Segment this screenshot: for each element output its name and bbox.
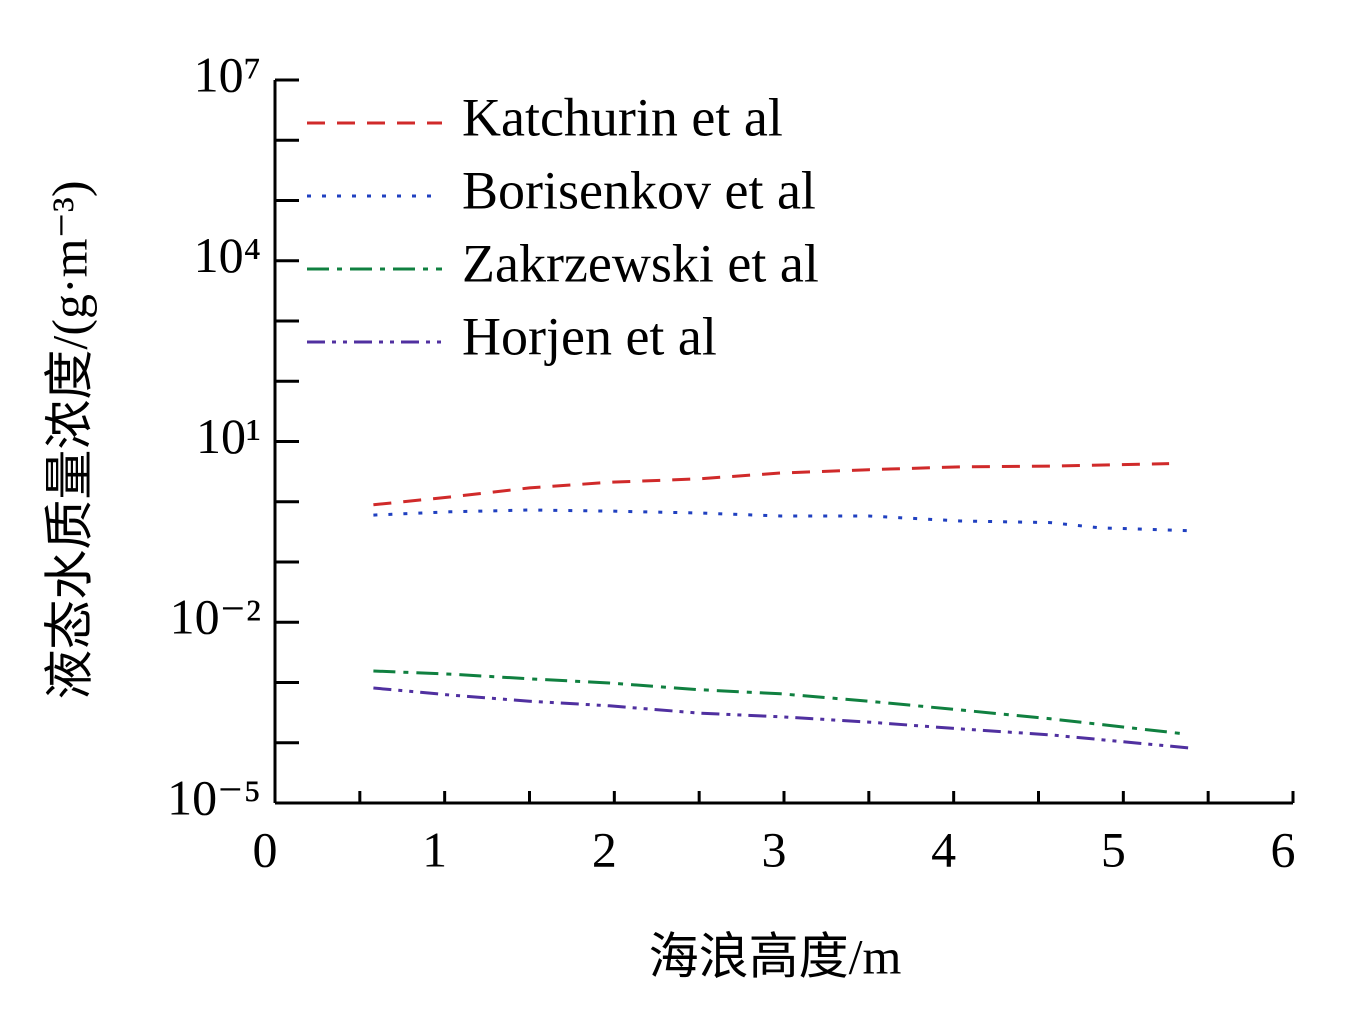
series-line	[373, 669, 1185, 736]
y-tick-label: 10⁷	[194, 46, 261, 102]
legend-label: Horjen et al	[462, 306, 717, 366]
x-tick-label: 3	[762, 821, 787, 877]
y-axis-label: 液态水质量浓度/(g·m⁻³)	[41, 180, 97, 699]
x-tick-label: 5	[1101, 821, 1126, 877]
series-line	[373, 462, 1170, 507]
series-line	[373, 686, 1194, 750]
x-tick-label: 1	[422, 821, 447, 877]
y-tick-label: 10⁴	[194, 227, 261, 283]
x-axis-label: 海浪高度/m	[649, 928, 902, 984]
x-tick-label: 6	[1271, 821, 1296, 877]
x-tick-label: 2	[592, 821, 617, 877]
legend-label: Borisenkov et al	[462, 160, 816, 220]
x-tick-label: 0	[253, 821, 278, 877]
x-tick-label: 4	[931, 821, 956, 877]
y-tick-label: 10¹	[196, 408, 261, 464]
series-line	[373, 508, 1193, 533]
legend-label: Katchurin et al	[462, 87, 783, 147]
y-tick-label: 10⁻²	[170, 589, 261, 645]
legend-label: Zakrzewski et al	[462, 233, 819, 293]
y-tick-label: 10⁻⁵	[167, 769, 261, 825]
